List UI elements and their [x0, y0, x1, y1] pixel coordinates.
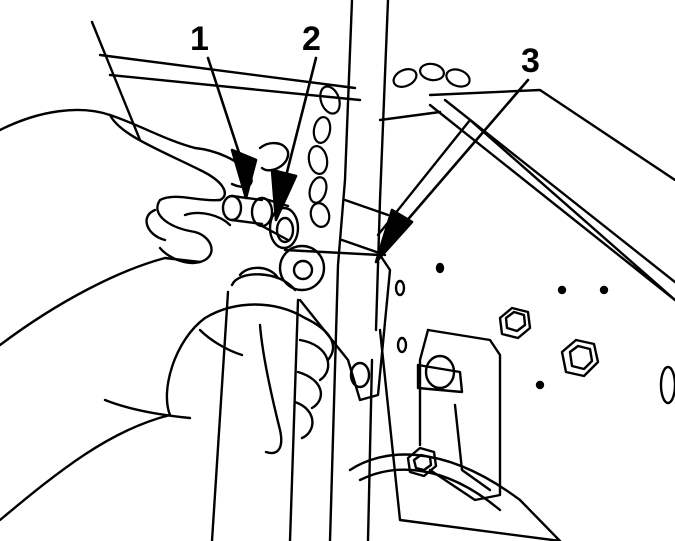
vertical-post: [328, 0, 390, 541]
pointer-arrow-icon: [206, 56, 530, 264]
upper-hand: [0, 108, 290, 347]
callout-label-3: 3: [521, 42, 540, 80]
hydraulic-cylinder: [210, 266, 300, 541]
chain-icon: [307, 62, 471, 228]
callout-label-2: 2: [302, 20, 321, 58]
mounting-bracket: [348, 328, 562, 541]
lower-hand: [0, 303, 335, 522]
callout-label-1: 1: [190, 20, 209, 58]
hex-bolt-icon: [406, 306, 600, 478]
side-panel: [376, 118, 675, 541]
pin-assembly: [221, 194, 300, 250]
